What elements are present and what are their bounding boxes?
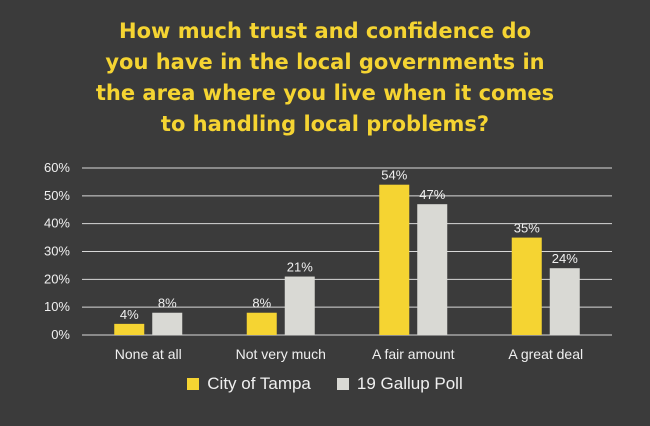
- title-line-4: to handling local problems?: [160, 112, 490, 136]
- bar-city-of-tampa-1: [246, 312, 277, 335]
- chart-title: How much trust and confidence do you hav…: [30, 16, 620, 140]
- bar-gallup-poll-3: [549, 268, 580, 335]
- legend: City of Tampa 19 Gallup Poll: [0, 374, 650, 394]
- data-label: 24%: [552, 251, 578, 266]
- bar-city-of-tampa-3: [511, 237, 542, 335]
- legend-item-city-of-tampa: City of Tampa: [187, 374, 311, 394]
- y-tick-label: 20%: [44, 271, 70, 286]
- legend-item-gallup-poll: 19 Gallup Poll: [336, 374, 463, 394]
- data-label: 47%: [419, 187, 445, 202]
- bar-gallup-poll-0: [152, 312, 183, 335]
- title-line-1: How much trust and confidence do: [119, 19, 531, 43]
- data-label: 4%: [120, 307, 139, 322]
- title-line-2: you have in the local governments in: [105, 50, 545, 74]
- x-tick-label: A fair amount: [372, 346, 455, 362]
- bar-gallup-poll-2: [417, 204, 448, 335]
- data-label: 54%: [381, 168, 407, 183]
- y-tick-label: 30%: [44, 244, 70, 259]
- data-label: 8%: [158, 296, 177, 311]
- x-tick-label: A great deal: [508, 346, 583, 362]
- bar-city-of-tampa-0: [114, 323, 145, 335]
- y-tick-label: 60%: [44, 160, 70, 175]
- title-line-3: the area where you live when it comes: [95, 81, 555, 105]
- x-tick-label: None at all: [115, 346, 182, 362]
- y-tick-label: 10%: [44, 299, 70, 314]
- y-tick-label: 40%: [44, 216, 70, 231]
- x-tick-label: Not very much: [236, 346, 326, 362]
- y-tick-label: 0%: [51, 327, 70, 342]
- legend-label-city-of-tampa: City of Tampa: [207, 374, 311, 393]
- legend-label-gallup-poll: 19 Gallup Poll: [356, 374, 463, 393]
- bar-gallup-poll-1: [284, 276, 315, 335]
- y-tick-label: 50%: [44, 188, 70, 203]
- data-label: 21%: [287, 260, 313, 275]
- data-label: 8%: [252, 296, 271, 311]
- legend-swatch-gallup-poll: [336, 378, 349, 390]
- data-label: 35%: [514, 221, 540, 236]
- bar-city-of-tampa-2: [379, 184, 410, 335]
- legend-swatch-city-of-tampa: [187, 378, 200, 390]
